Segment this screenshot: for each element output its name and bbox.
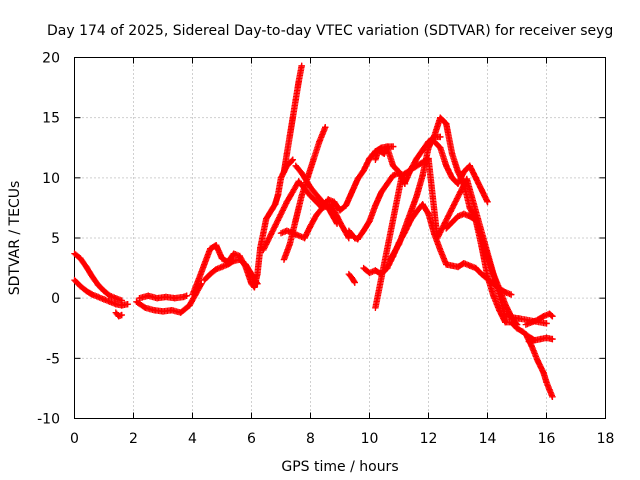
data-point xyxy=(271,222,279,230)
x-tick-label: 18 xyxy=(597,431,615,447)
point-trail xyxy=(547,311,556,320)
data-point xyxy=(549,393,556,401)
y-tick-label: -5 xyxy=(46,351,60,367)
x-tick-label: 16 xyxy=(538,431,556,447)
data-point xyxy=(198,280,205,287)
series-track-e xyxy=(136,292,190,302)
data-point xyxy=(351,279,358,286)
data-point xyxy=(118,311,125,319)
point-trail xyxy=(337,220,353,242)
x-tick-label: 12 xyxy=(420,431,438,447)
tick-layer: 0 2 4 6 8 10 12 14 16 18 -10 -5 0 5 10 15 20 xyxy=(37,51,614,448)
data-point xyxy=(345,234,353,242)
x-tick-label: 6 xyxy=(247,431,256,447)
point-trail xyxy=(260,222,279,252)
point-trail xyxy=(434,175,471,240)
point-trail xyxy=(325,206,341,227)
data-point xyxy=(183,292,190,299)
point-trail xyxy=(372,172,406,310)
data-point xyxy=(549,335,556,343)
point-trail xyxy=(328,202,344,226)
x-tick-label: 14 xyxy=(479,431,497,447)
series-track-p xyxy=(431,138,491,206)
series-track-k xyxy=(280,124,329,263)
point-trail xyxy=(346,228,355,238)
point-trail xyxy=(349,232,358,242)
series-outliers xyxy=(372,155,550,327)
data-points xyxy=(71,62,556,401)
series-track-o xyxy=(386,114,538,344)
x-tick-label: 8 xyxy=(306,431,315,447)
point-trail xyxy=(292,192,305,222)
point-trail xyxy=(425,156,441,242)
series-track-c xyxy=(112,309,125,320)
point-trail xyxy=(387,240,403,262)
data-point xyxy=(289,156,296,163)
data-point xyxy=(254,280,261,287)
data-point xyxy=(260,246,267,254)
point-trail xyxy=(272,198,291,228)
grid-layer xyxy=(74,57,606,419)
y-tick-label: 5 xyxy=(51,231,60,247)
point-trail xyxy=(299,171,314,191)
data-point xyxy=(437,133,444,141)
x-tick-label: 0 xyxy=(70,431,79,447)
y-axis-label: SDTVAR / TECUs xyxy=(7,181,23,296)
data-point xyxy=(549,313,556,320)
series-track-h xyxy=(280,62,305,176)
plot-frame xyxy=(74,57,606,419)
series-track-t xyxy=(525,334,556,345)
series-track-a xyxy=(71,250,125,304)
y-tick-label: 20 xyxy=(42,51,60,67)
y-tick-label: 15 xyxy=(42,111,60,127)
y-tick-label: 10 xyxy=(42,171,60,187)
series-track-g xyxy=(201,256,261,287)
data-point xyxy=(543,320,550,327)
data-point xyxy=(124,300,131,308)
data-point xyxy=(434,234,441,242)
data-point xyxy=(333,220,341,227)
series-track-b xyxy=(71,276,131,309)
data-point xyxy=(389,143,397,150)
point-trail xyxy=(443,121,456,157)
data-point xyxy=(484,198,491,206)
point-trail xyxy=(464,177,509,320)
data-point xyxy=(298,62,305,70)
y-tick-label: -10 xyxy=(37,412,60,428)
x-axis-label: GPS time / hours xyxy=(281,459,398,475)
x-tick-label: 10 xyxy=(361,431,379,447)
data-point xyxy=(513,321,521,328)
series-track-m xyxy=(345,270,358,286)
x-tick-label: 4 xyxy=(188,431,197,447)
series-track-l xyxy=(292,162,341,227)
point-trail xyxy=(346,272,355,281)
y-tick-label: 0 xyxy=(51,291,60,307)
data-point xyxy=(322,124,329,131)
chart-title: Day 174 of 2025, Sidereal Day-to-day VTE… xyxy=(47,23,613,39)
data-point xyxy=(507,291,515,298)
x-tick-label: 2 xyxy=(129,431,138,447)
series-track-u xyxy=(345,169,403,243)
